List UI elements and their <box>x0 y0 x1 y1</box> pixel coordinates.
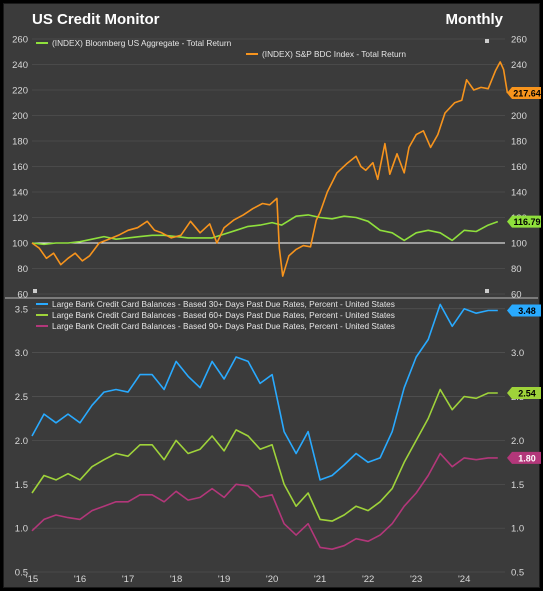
frequency-label: Monthly <box>445 11 504 28</box>
last-value-tag-d60 <box>507 387 541 400</box>
last-value-label: 3.48 <box>518 306 536 316</box>
series-line-d90 <box>31 452 498 550</box>
x-tick-label: '24 <box>458 574 470 585</box>
last-value-tag-d30 <box>507 304 541 317</box>
last-value-tag-bdc <box>507 87 541 100</box>
legend-label: (INDEX) Bloomberg US Aggregate - Total R… <box>52 38 232 48</box>
series-line-d30 <box>31 303 498 481</box>
y-tick-label: 80 <box>17 264 28 275</box>
last-value-tag-d90 <box>507 451 541 464</box>
y-tick-label: 2.0 <box>15 436 28 447</box>
corner-marker <box>33 289 37 293</box>
x-tick-label: '17 <box>122 574 134 585</box>
y-tick-label: 120 <box>12 213 28 224</box>
y-tick-label-right: 260 <box>511 35 527 46</box>
series-line-bdc <box>31 61 509 277</box>
y-tick-label: 3.5 <box>15 304 28 315</box>
y-tick-label-right: 100 <box>511 239 527 250</box>
y-tick-label: 3.0 <box>15 348 28 359</box>
y-tick-label-right: 140 <box>511 188 527 199</box>
y-tick-label: 100 <box>12 239 28 250</box>
legend-label: Large Bank Credit Card Balances - Based … <box>52 321 395 331</box>
x-tick-label: '18 <box>170 574 182 585</box>
last-value-label: 2.54 <box>518 389 536 399</box>
y-tick-label: 240 <box>12 60 28 71</box>
y-tick-label-right: 200 <box>511 111 527 122</box>
corner-marker <box>485 289 489 293</box>
y-tick-label-right: 240 <box>511 60 527 71</box>
x-tick-label: '23 <box>410 574 422 585</box>
y-tick-label: 160 <box>12 162 28 173</box>
y-tick-label: 180 <box>12 137 28 148</box>
y-tick-label-right: 80 <box>511 264 522 275</box>
last-value-label: 116.79 <box>513 217 540 227</box>
y-tick-label-right: 180 <box>511 137 527 148</box>
x-tick-label: '21 <box>314 574 326 585</box>
y-tick-label-right: 2.0 <box>511 436 524 447</box>
y-tick-label: 140 <box>12 188 28 199</box>
y-tick-label: 2.5 <box>15 392 28 403</box>
y-tick-label-right: 1.5 <box>511 480 524 491</box>
legend-label: Large Bank Credit Card Balances - Based … <box>52 310 395 320</box>
y-tick-label-right: 60 <box>511 290 522 301</box>
y-tick-label: 1.5 <box>15 480 28 491</box>
y-tick-label: 1.0 <box>15 524 28 535</box>
legend-label: Large Bank Credit Card Balances - Based … <box>52 299 395 309</box>
corner-marker <box>485 39 489 43</box>
last-value-label: 217.64 <box>513 89 541 99</box>
x-tick-label: '15 <box>26 574 38 585</box>
y-tick-label: 200 <box>12 111 28 122</box>
last-value-tag-agg <box>507 215 541 228</box>
x-tick-label: '22 <box>362 574 374 585</box>
chart-panel: US Credit Monitor Monthly <box>3 3 540 588</box>
x-tick-label: '20 <box>266 574 278 585</box>
last-value-label: 1.80 <box>518 453 536 463</box>
page-title: US Credit Monitor <box>32 11 160 28</box>
x-tick-label: '16 <box>74 574 86 585</box>
x-tick-label: '19 <box>218 574 230 585</box>
series-line-d60 <box>31 388 498 522</box>
y-tick-label: 60 <box>17 290 28 301</box>
y-tick-label: 0.5 <box>15 568 28 579</box>
y-tick-label: 260 <box>12 35 28 46</box>
y-tick-label-right: 0.5 <box>511 568 524 579</box>
series-line-agg <box>31 214 499 246</box>
legend-label: (INDEX) S&P BDC Index - Total Return <box>262 49 406 59</box>
y-tick-label: 220 <box>12 86 28 97</box>
y-tick-label-right: 160 <box>511 162 527 173</box>
y-tick-label-right: 1.0 <box>511 524 524 535</box>
y-tick-label-right: 3.0 <box>511 348 524 359</box>
